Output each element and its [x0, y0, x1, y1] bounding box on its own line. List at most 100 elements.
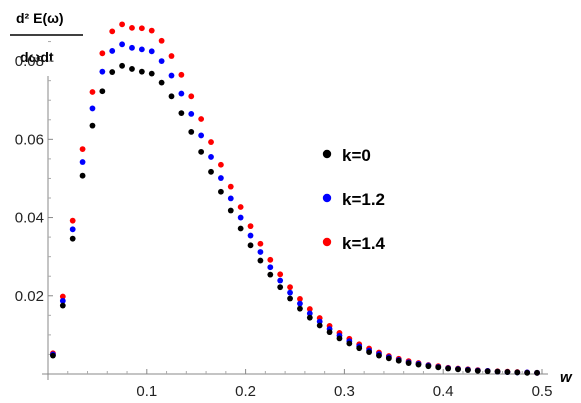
- data-point: [524, 369, 531, 376]
- x-ticks: 0.1 0.2 0.3 0.4 0.5: [67, 369, 552, 400]
- data-point: [267, 264, 274, 271]
- data-point: [326, 329, 333, 336]
- data-point: [484, 368, 491, 375]
- data-point: [148, 27, 155, 34]
- legend-marker: [322, 193, 332, 203]
- data-point: [119, 21, 125, 28]
- data-point: [188, 111, 195, 117]
- data-point: [158, 37, 165, 44]
- legend-label: k=1.4: [342, 234, 386, 253]
- data-point: [59, 293, 66, 300]
- data-point: [138, 46, 145, 53]
- data-point: [306, 314, 313, 321]
- x-tick-label: 0.3: [334, 383, 355, 400]
- legend-label: k=0: [342, 146, 371, 165]
- data-point: [119, 41, 125, 48]
- data-point: [267, 256, 274, 263]
- data-point: [198, 148, 205, 155]
- data-point: [494, 368, 501, 375]
- data-point: [168, 72, 175, 79]
- data-point: [79, 146, 86, 153]
- data-point: [287, 289, 293, 296]
- data-point: [168, 53, 175, 59]
- data-point: [99, 68, 106, 75]
- data-point: [336, 335, 343, 342]
- data-point: [208, 139, 214, 145]
- data-point: [168, 93, 175, 100]
- data-point: [218, 175, 224, 181]
- data-point: [50, 352, 56, 359]
- data-point: [227, 207, 234, 214]
- data-point: [129, 24, 135, 31]
- data-point: [237, 214, 244, 221]
- data-point: [69, 235, 76, 242]
- y-tick-label: 0.04: [15, 210, 44, 227]
- data-point: [79, 159, 86, 165]
- data-point: [277, 284, 284, 291]
- data-point: [405, 360, 412, 366]
- data-points: [50, 21, 540, 376]
- data-point: [465, 367, 471, 373]
- data-point: [247, 232, 254, 239]
- data-point: [297, 296, 303, 302]
- x-axis-label: w: [560, 369, 573, 386]
- data-point: [178, 90, 185, 97]
- data-point: [218, 188, 224, 195]
- data-point: [148, 70, 155, 77]
- data-point: [148, 48, 155, 55]
- data-point: [237, 225, 244, 232]
- data-point: [109, 69, 116, 75]
- data-point: [138, 68, 145, 75]
- data-point: [129, 44, 135, 51]
- data-point: [257, 240, 264, 247]
- data-point: [89, 122, 96, 129]
- data-point: [69, 226, 76, 233]
- data-point: [218, 161, 224, 168]
- data-point: [188, 93, 195, 100]
- data-point: [534, 369, 540, 376]
- data-point: [188, 129, 195, 135]
- legend: k=0 k=1.2 k=1.4: [322, 146, 386, 253]
- data-point: [89, 89, 96, 95]
- data-point: [287, 284, 293, 291]
- data-point: [198, 116, 205, 122]
- legend-marker: [322, 149, 332, 159]
- legend-marker: [322, 237, 332, 247]
- data-point: [59, 302, 66, 309]
- data-point: [366, 349, 372, 355]
- data-point: [99, 50, 106, 57]
- data-point: [267, 271, 274, 278]
- data-point: [69, 217, 76, 224]
- data-point: [376, 352, 382, 359]
- y-axis-label-denominator: dωdt: [20, 49, 54, 65]
- data-point: [109, 48, 116, 54]
- data-point: [237, 204, 244, 210]
- data-point: [297, 305, 303, 312]
- x-tick-label: 0.2: [235, 383, 256, 400]
- data-point: [514, 369, 521, 376]
- data-point: [385, 355, 392, 362]
- data-point: [257, 257, 264, 264]
- x-tick-label: 0.1: [136, 383, 157, 400]
- series-k=1.2: [50, 41, 540, 376]
- data-point: [415, 361, 422, 368]
- data-point: [178, 110, 185, 117]
- data-point: [277, 271, 284, 278]
- data-point: [138, 25, 145, 32]
- data-point: [297, 300, 303, 307]
- data-point: [109, 28, 116, 35]
- data-point: [158, 58, 165, 65]
- data-point: [208, 168, 214, 175]
- y-ticks: 0.02 0.04 0.06 0.08: [15, 41, 53, 355]
- data-point: [474, 367, 481, 374]
- data-point: [425, 363, 432, 370]
- data-point: [227, 195, 234, 202]
- data-point: [346, 340, 353, 347]
- data-point: [59, 297, 66, 304]
- data-point: [445, 365, 452, 372]
- y-tick-label: 0.02: [15, 288, 44, 305]
- data-point: [455, 366, 461, 373]
- series-k=1.4: [50, 21, 540, 376]
- data-point: [129, 66, 135, 72]
